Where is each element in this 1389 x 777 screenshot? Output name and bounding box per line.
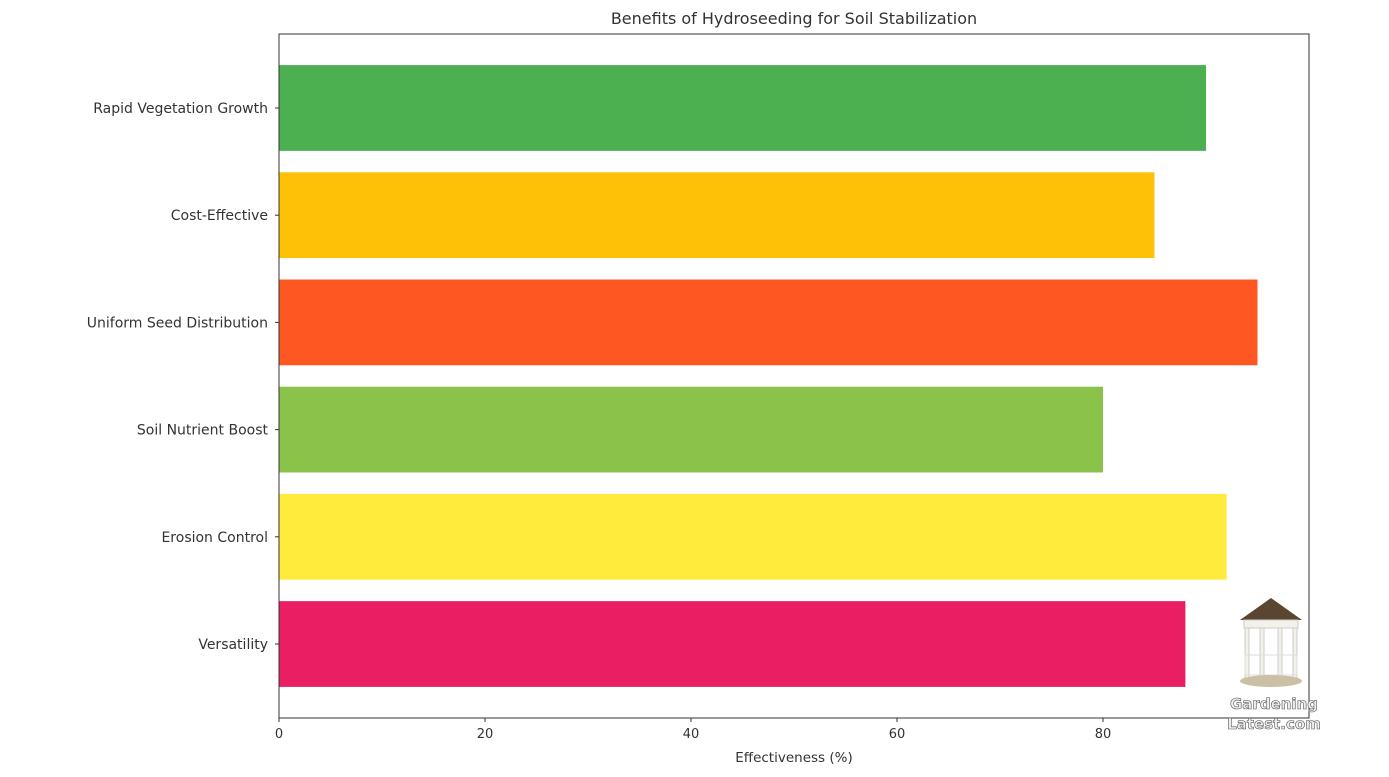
chart-title: Benefits of Hydroseeding for Soil Stabil…	[611, 9, 977, 28]
x-axis-label: Effectiveness (%)	[735, 750, 852, 766]
bar-rapid-vegetation-growth	[279, 65, 1206, 151]
x-tick-label: 80	[1095, 727, 1112, 742]
y-tick-label: Uniform Seed Distribution	[87, 315, 268, 331]
gardening-latest-logo: Gardening Latest.com	[1227, 598, 1321, 733]
svg-text:Gardening: Gardening	[1230, 695, 1318, 713]
x-tick-label: 20	[477, 727, 494, 742]
bar-uniform-seed-distribution	[279, 279, 1258, 366]
y-tick-label: Erosion Control	[161, 530, 268, 546]
bar-erosion-control	[279, 493, 1227, 580]
svg-text:Latest.com: Latest.com	[1227, 715, 1321, 733]
y-tick-label: Versatility	[198, 637, 268, 653]
bar-versatility	[279, 601, 1186, 687]
bar-cost-effective	[279, 172, 1155, 259]
plot-frame	[278, 33, 1310, 719]
y-tick-label: Rapid Vegetation Growth	[93, 101, 268, 117]
x-tick-label: 60	[889, 727, 906, 742]
y-tick-label: Soil Nutrient Boost	[137, 423, 269, 439]
bar-soil-nutrient-boost	[279, 386, 1103, 473]
y-tick-label: Cost-Effective	[171, 208, 268, 224]
x-tick-label: 40	[683, 727, 700, 742]
x-tick-label: 0	[275, 727, 283, 742]
